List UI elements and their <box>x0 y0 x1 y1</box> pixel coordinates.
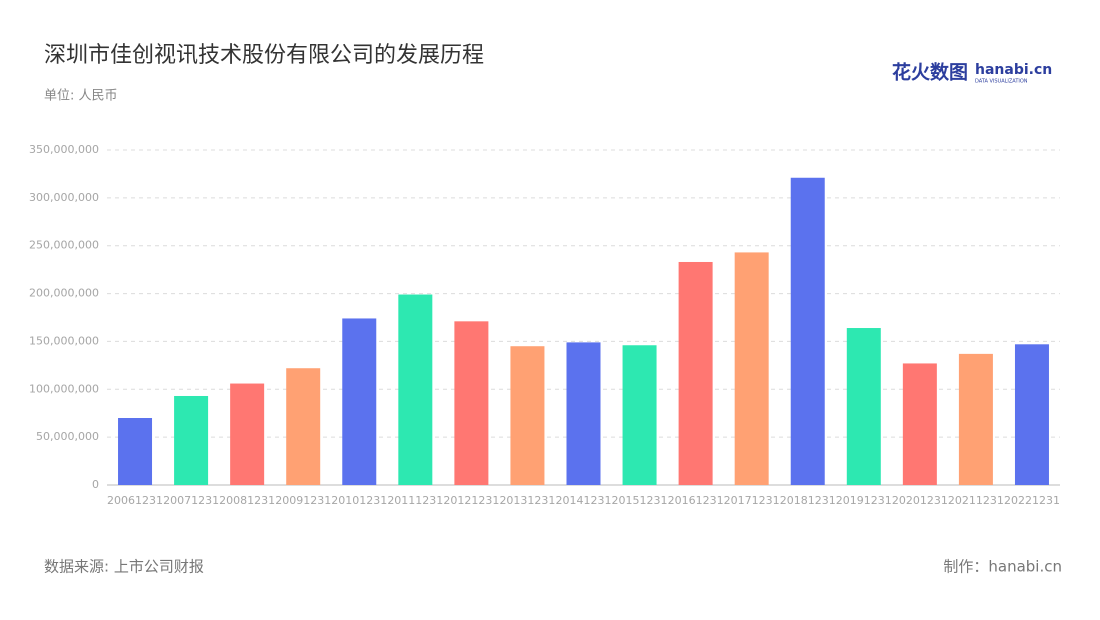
x-tick-label: 20221231 <box>1004 494 1060 507</box>
x-tick-label: 20201231 <box>892 494 948 507</box>
x-tick-label: 20211231 <box>948 494 1004 507</box>
x-tick-label: 20111231 <box>387 494 443 507</box>
x-tick-label: 20181231 <box>780 494 836 507</box>
chart-title: 深圳市佳创视讯技术股份有限公司的发展历程 <box>44 43 484 68</box>
bar <box>734 252 769 485</box>
y-tick-label: 100,000,000 <box>29 382 99 395</box>
bar <box>958 353 993 485</box>
y-tick-label: 0 <box>92 478 99 491</box>
source: 数据来源: 上市公司财报 <box>44 558 204 576</box>
x-tick-label: 20131231 <box>499 494 555 507</box>
x-tick-label: 20091231 <box>275 494 331 507</box>
bar <box>846 328 881 485</box>
x-tick-label: 20121231 <box>443 494 499 507</box>
y-tick-label: 300,000,000 <box>29 191 99 204</box>
y-tick-label: 250,000,000 <box>29 239 99 252</box>
y-tick-label: 150,000,000 <box>29 334 99 347</box>
x-tick-label: 20081231 <box>219 494 275 507</box>
bar <box>342 318 377 485</box>
x-tick-label: 20161231 <box>668 494 724 507</box>
x-tick-label: 20191231 <box>836 494 892 507</box>
bar <box>902 363 937 485</box>
x-tick-label: 20171231 <box>724 494 780 507</box>
logo-name: 花火数图 <box>892 61 968 84</box>
bar <box>678 261 713 485</box>
bar <box>454 321 489 485</box>
x-tick-label: 20071231 <box>163 494 219 507</box>
logo-tagline: DATA VISUALIZATION <box>975 79 1028 85</box>
y-tick-label: 350,000,000 <box>29 143 99 156</box>
bar <box>174 395 209 485</box>
bar <box>118 418 153 485</box>
subtitle: 单位: 人民币 <box>44 89 118 104</box>
bar <box>622 345 657 485</box>
bar <box>510 346 545 485</box>
y-tick-label: 50,000,000 <box>36 430 99 443</box>
credit: 制作：hanabi.cn <box>943 558 1062 576</box>
bar <box>790 177 825 485</box>
x-tick-label: 20061231 <box>107 494 163 507</box>
y-tick-label: 200,000,000 <box>29 287 99 300</box>
bar <box>286 368 321 485</box>
bar <box>230 383 265 485</box>
bar <box>398 294 433 485</box>
x-tick-label: 20151231 <box>612 494 668 507</box>
bar <box>566 342 601 485</box>
bar <box>1014 344 1049 485</box>
x-tick-label: 20101231 <box>331 494 387 507</box>
x-tick-label: 20141231 <box>556 494 612 507</box>
logo-brand: hanabi.cn <box>975 62 1052 78</box>
